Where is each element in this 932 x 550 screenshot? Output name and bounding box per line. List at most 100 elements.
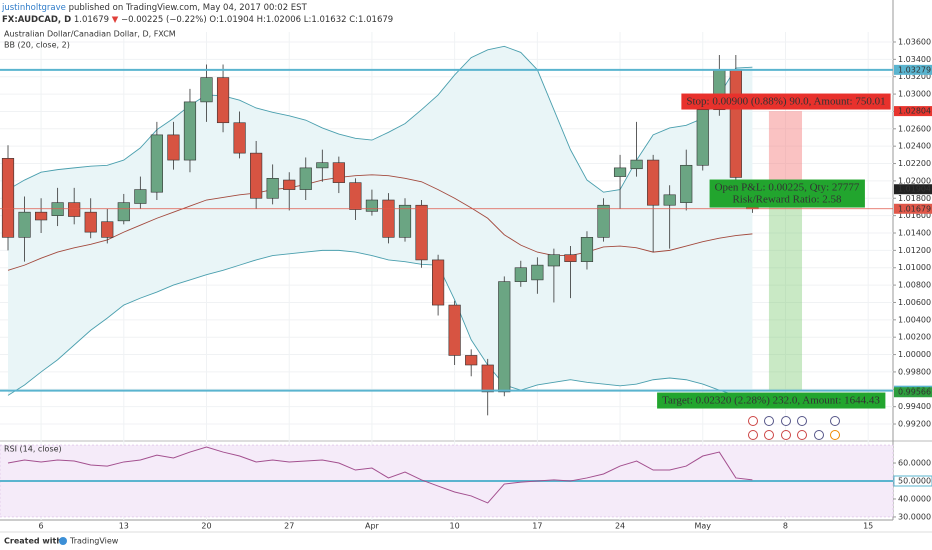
candle-body <box>134 189 147 204</box>
candle-body <box>283 179 296 190</box>
position-label-text: Stop: 0.00900 (0.88%) 90.0, Amount: 750.… <box>686 96 885 108</box>
publish-line: justinholtgrave published on TradingView… <box>1 3 308 13</box>
y-tick-label: 1.02600 <box>898 124 931 133</box>
overlay: justinholtgrave published on TradingView… <box>0 3 932 546</box>
band-upper <box>7 45 753 193</box>
symbol: FX:AUDCAD, D <box>2 15 71 25</box>
price-label: 1.01679 <box>898 204 931 213</box>
y-tick-label: 30.0000 <box>898 512 931 521</box>
position-label-text: Target: 0.02320 (2.28%) 232.0, Amount: 1… <box>662 395 880 407</box>
candle-body <box>68 202 81 217</box>
band-lower <box>7 249 753 397</box>
candle-body <box>167 134 180 161</box>
price-axis-bg <box>893 0 932 532</box>
event-icon[interactable] <box>830 416 840 426</box>
y-tick-label: 1.03000 <box>898 90 931 99</box>
candle-body <box>150 134 163 193</box>
event-icon[interactable] <box>748 416 758 426</box>
y-tick-label: 1.02400 <box>898 142 931 151</box>
y-tick-label: 1.01200 <box>898 246 931 255</box>
candle-body <box>349 182 362 210</box>
price-label-bg <box>894 184 932 195</box>
event-icon[interactable] <box>797 416 807 426</box>
position-label-bg <box>681 93 891 110</box>
x-tick-label: 24 <box>615 522 625 531</box>
price-label-bg <box>894 106 932 117</box>
event-icon[interactable] <box>764 430 774 440</box>
y-tick-label: 1.02200 <box>898 159 931 168</box>
instrument: Australian Dollar/Canadian Dollar, D, FX… <box>4 30 176 39</box>
y-tick-label: 1.01800 <box>898 194 931 203</box>
rsi-line <box>7 446 753 504</box>
candle-body <box>432 259 445 306</box>
footer-logo <box>59 537 67 545</box>
candle-body <box>233 122 246 154</box>
change: −0.00225 (−0.22%) <box>121 15 207 25</box>
candle-body <box>547 254 560 267</box>
y-tick-label: 1.00000 <box>898 350 931 359</box>
event-icons <box>748 416 840 440</box>
x-tick-label: 15 <box>863 522 873 531</box>
event-icon[interactable] <box>764 416 774 426</box>
x-tick-label: 13 <box>119 522 129 531</box>
indicator: BB (20, close, 2) <box>4 41 70 50</box>
price-label-bg <box>894 203 932 214</box>
candle-body <box>696 109 709 166</box>
rsi-title: RSI (14, close) <box>4 445 62 454</box>
y-tick-label: 60.0000 <box>898 459 931 468</box>
band-fill <box>8 46 753 397</box>
candle-body <box>117 202 130 222</box>
candle-body <box>398 204 412 238</box>
position-label-text: Open P&L: 0.00225, Qty: 27777 <box>715 182 860 194</box>
footer-brand[interactable]: TradingView <box>69 537 119 546</box>
event-icon[interactable] <box>830 430 840 440</box>
position-label: Stop: 0.00900 (0.88%) 90.0, Amount: 750.… <box>681 93 891 110</box>
candle-body <box>299 167 312 190</box>
y-tick-label: 1.03600 <box>898 37 931 46</box>
candle-body <box>564 254 577 262</box>
y-tick-label: 1.00200 <box>898 333 931 342</box>
event-icon[interactable] <box>781 416 791 426</box>
event-icon[interactable] <box>781 430 791 440</box>
candle-body <box>84 211 97 233</box>
candle-body <box>531 264 544 281</box>
x-tick-label: Apr <box>365 522 380 531</box>
candle-body <box>729 69 742 178</box>
target-zone <box>768 189 803 391</box>
y-tick-label: 1.00600 <box>898 298 931 307</box>
x-tick-label: 6 <box>39 522 44 531</box>
candle-body <box>365 199 379 212</box>
event-icon[interactable] <box>797 430 807 440</box>
author[interactable]: justinholtgrave <box>1 3 66 13</box>
candle-body <box>647 159 660 206</box>
symbol-line: FX:AUDCAD, D 1.01679 ▼ −0.00225 (−0.22%)… <box>2 15 393 25</box>
band-basis <box>7 174 753 271</box>
candle-body <box>183 101 197 161</box>
price-label: 0.99566 <box>898 388 931 397</box>
stop-zone <box>768 111 803 190</box>
x-tick-label: May <box>694 522 711 531</box>
price-label-bg <box>894 64 932 75</box>
position-label-bg <box>657 392 886 409</box>
candle-body <box>200 77 213 103</box>
y-tick-label: 1.01600 <box>898 211 931 220</box>
y-tick-label: 1.00400 <box>898 315 931 324</box>
position-label-text: Risk/Reward Ratio: 2.58 <box>732 194 842 206</box>
event-icon[interactable] <box>748 430 758 440</box>
footer-created: Created with <box>4 537 62 546</box>
candle-body <box>498 281 511 393</box>
candle-body <box>613 167 627 177</box>
candle-body <box>101 221 114 238</box>
candle-body <box>514 267 527 282</box>
last: 1.01679 <box>74 15 109 25</box>
y-tick-label: 1.03200 <box>898 72 931 81</box>
price-label-bg <box>894 387 932 398</box>
candle-body <box>216 77 230 124</box>
y-tick-label: 1.00800 <box>898 281 931 290</box>
rsi-level-label-bg <box>893 475 932 487</box>
event-icon[interactable] <box>814 430 824 440</box>
candle-body <box>481 364 494 393</box>
candle-body <box>663 194 676 206</box>
price-label: 1.03279 <box>898 65 931 74</box>
